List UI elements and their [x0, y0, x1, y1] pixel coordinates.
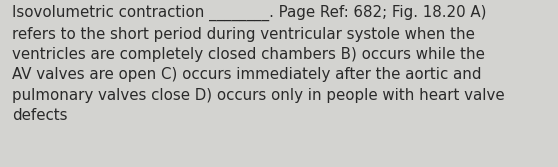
Text: Isovolumetric contraction ________. Page Ref: 682; Fig. 18.20 A)
refers to the s: Isovolumetric contraction ________. Page…	[12, 5, 505, 123]
